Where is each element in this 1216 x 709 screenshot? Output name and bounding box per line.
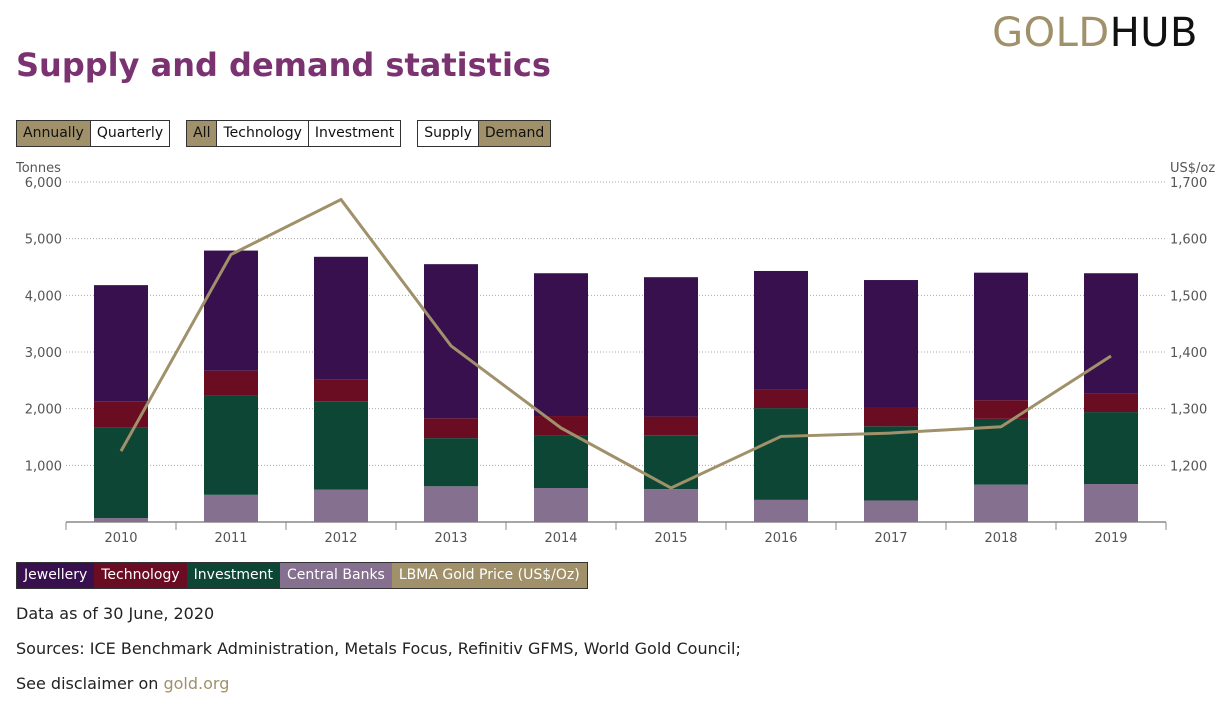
x-tick-label: 2018 xyxy=(984,531,1017,546)
bar-central-banks xyxy=(864,500,918,522)
bar-investment xyxy=(864,426,918,501)
y-tick-label: 1,000 xyxy=(25,459,62,474)
y-tick-label: 3,000 xyxy=(25,346,62,361)
gold-org-link[interactable]: gold.org xyxy=(163,674,230,693)
all-toggle[interactable]: All xyxy=(186,120,218,147)
y2-tick-label: 1,700 xyxy=(1170,176,1207,191)
bar-central-banks xyxy=(754,499,808,522)
bar-investment xyxy=(534,435,588,488)
gold-price-line xyxy=(119,197,1112,490)
technology-toggle[interactable]: Technology xyxy=(217,120,309,147)
x-tick-label: 2014 xyxy=(544,531,577,546)
y-tick-label: 6,000 xyxy=(25,176,62,191)
x-tick-label: 2013 xyxy=(434,531,467,546)
bar-jewellery xyxy=(864,280,918,408)
y2-tick-label: 1,500 xyxy=(1170,289,1207,304)
bar-investment xyxy=(754,408,808,500)
bar-jewellery xyxy=(644,277,698,417)
bar-technology xyxy=(644,416,698,436)
bar-jewellery xyxy=(94,285,148,402)
bar-jewellery xyxy=(974,272,1028,401)
bar-technology xyxy=(974,400,1028,419)
page-title: Supply and demand statistics xyxy=(16,46,551,84)
y2-tick-label: 1,600 xyxy=(1170,233,1207,248)
period-toggle-group: Annually Quarterly xyxy=(16,120,171,147)
bar-technology xyxy=(424,418,478,439)
bar-central-banks xyxy=(424,486,478,522)
y2-tick-label: 1,400 xyxy=(1170,346,1207,361)
y2-axis-title: US$/oz xyxy=(1170,161,1215,176)
quarterly-toggle[interactable]: Quarterly xyxy=(90,120,171,147)
bar-technology xyxy=(204,370,258,396)
x-tick-label: 2015 xyxy=(654,531,687,546)
bar-central-banks xyxy=(204,494,258,522)
x-tick-label: 2016 xyxy=(764,531,797,546)
bar-investment xyxy=(204,395,258,495)
bar-technology xyxy=(534,416,588,436)
bar-investment xyxy=(1084,412,1138,485)
y-tick-label: 5,000 xyxy=(25,233,62,248)
y2-tick-label: 1,300 xyxy=(1170,403,1207,418)
disclaimer-prefix: See disclaimer on xyxy=(16,674,164,693)
bar-investment xyxy=(644,435,698,490)
bar-investment xyxy=(94,427,148,519)
bar-technology xyxy=(1084,393,1138,413)
bar-jewellery xyxy=(204,250,258,371)
bar-central-banks xyxy=(974,484,1028,522)
legend-gold-price[interactable]: LBMA Gold Price (US$/Oz) xyxy=(391,563,587,588)
bar-jewellery xyxy=(534,273,588,417)
side-toggle-group: Supply Demand xyxy=(417,120,552,147)
logo-gold-text: GOLD xyxy=(992,10,1110,56)
supply-toggle[interactable]: Supply xyxy=(417,120,479,147)
demand-toggle[interactable]: Demand xyxy=(478,120,552,147)
sources-note: Sources: ICE Benchmark Administration, M… xyxy=(16,639,741,658)
y-tick-label: 2,000 xyxy=(25,403,62,418)
bar-technology xyxy=(864,407,918,427)
investment-toggle[interactable]: Investment xyxy=(308,120,402,147)
disclaimer-note: See disclaimer on gold.org xyxy=(16,674,229,693)
bar-jewellery xyxy=(424,264,478,419)
legend-technology[interactable]: Technology xyxy=(94,563,187,588)
chart-legend: Jewellery Technology Investment Central … xyxy=(16,562,588,589)
sector-toggle-group: All Technology Investment xyxy=(186,120,402,147)
bar-central-banks xyxy=(1084,484,1138,522)
goldhub-logo[interactable]: GOLDHUB xyxy=(992,10,1198,56)
filter-toggles: Annually Quarterly All Technology Invest… xyxy=(16,120,567,147)
bar-technology xyxy=(94,401,148,428)
x-tick-label: 2010 xyxy=(104,531,137,546)
bar-central-banks xyxy=(534,488,588,522)
bar-investment xyxy=(974,418,1028,485)
bar-jewellery xyxy=(1084,273,1138,394)
y-tick-label: 4,000 xyxy=(25,289,62,304)
legend-jewellery[interactable]: Jewellery xyxy=(17,563,95,588)
bar-central-banks xyxy=(94,518,148,522)
y2-tick-label: 1,200 xyxy=(1170,459,1207,474)
x-tick-label: 2011 xyxy=(214,531,247,546)
annually-toggle[interactable]: Annually xyxy=(16,120,91,147)
x-tick-label: 2012 xyxy=(324,531,357,546)
logo-hub-text: HUB xyxy=(1109,10,1198,56)
legend-central-banks[interactable]: Central Banks xyxy=(279,563,392,588)
bar-investment xyxy=(424,438,478,487)
bar-central-banks xyxy=(314,489,368,522)
supply-demand-chart: Tonnes US$/oz 1,000 2,000 3,000 4,000 5,000 6,0… xyxy=(15,161,1215,546)
y-axis-title: Tonnes xyxy=(15,161,61,176)
bar-jewellery xyxy=(314,256,368,380)
legend-investment[interactable]: Investment xyxy=(186,563,280,588)
x-tick-label: 2019 xyxy=(1094,531,1127,546)
bar-jewellery xyxy=(754,270,808,390)
bar-technology xyxy=(314,379,368,402)
bar-central-banks xyxy=(644,489,698,522)
bar-technology xyxy=(754,389,808,409)
data-as-of-note: Data as of 30 June, 2020 xyxy=(16,604,215,623)
x-tick-label: 2017 xyxy=(874,531,907,546)
bar-investment xyxy=(314,401,368,490)
